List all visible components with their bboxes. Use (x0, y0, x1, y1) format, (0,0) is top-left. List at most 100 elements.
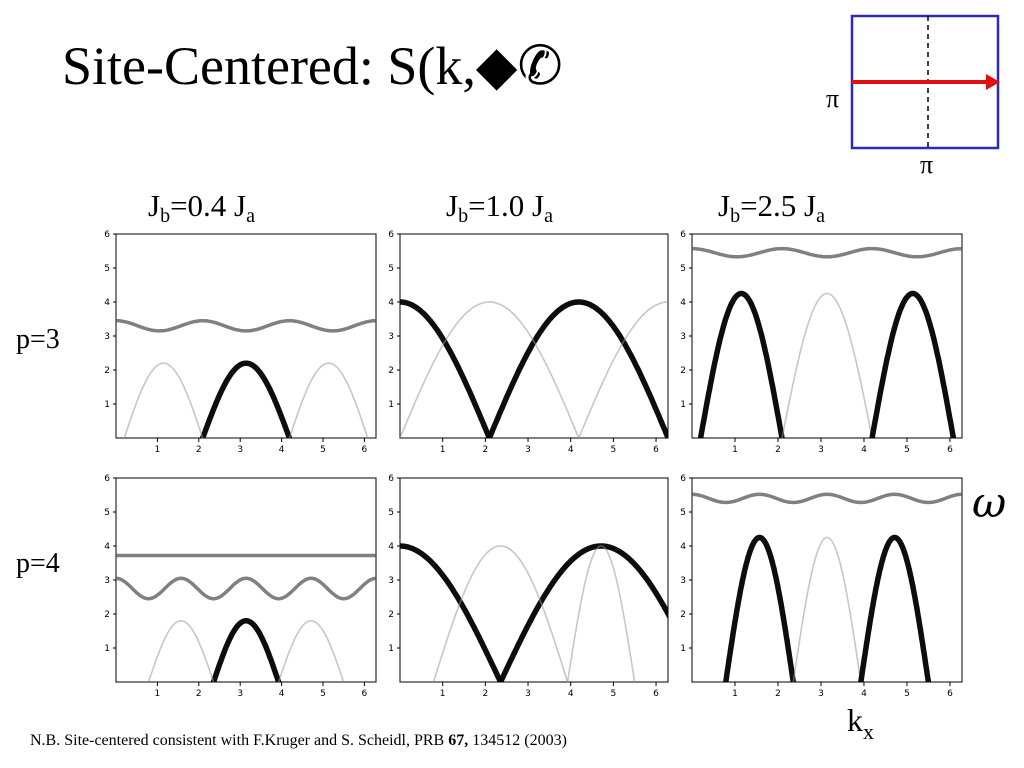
x-tick-label: 6 (362, 445, 368, 455)
dispersion-band (578, 301, 668, 438)
spectrum-panel-p3-jb10: 1 2 3 4 5 6 1 2 3 4 5 6 (388, 230, 669, 455)
omega-axis-symbol: ω (972, 478, 1007, 527)
y-tick-label: 4 (388, 298, 394, 308)
x-tick-label: 4 (861, 445, 867, 455)
x-tick-label: 4 (279, 445, 285, 455)
x-tick-label: 1 (440, 445, 446, 455)
y-tick-label: 1 (388, 400, 394, 410)
dispersion-band (116, 576, 376, 601)
x-tick-label: 6 (947, 689, 953, 699)
y-tick-label: 2 (104, 366, 110, 376)
x-tick-label: 5 (611, 445, 617, 455)
y-tick-label: 5 (680, 264, 686, 274)
x-tick-label: 4 (861, 689, 867, 699)
x-tick-label: 5 (320, 689, 326, 699)
spectrum-panel-p4-jb25: 1 2 3 4 5 6 1 2 3 4 5 6 (680, 474, 963, 699)
x-tick-label: 5 (611, 689, 617, 699)
y-tick-label: 6 (680, 230, 686, 240)
y-tick-label: 3 (680, 576, 686, 586)
y-tick-label: 5 (388, 264, 394, 274)
y-tick-label: 5 (680, 508, 686, 518)
plot-frame (691, 233, 963, 439)
y-tick-label: 3 (104, 576, 110, 586)
dispersion-band (566, 545, 636, 682)
x-tick-label: 2 (482, 689, 488, 699)
x-tick-label: 3 (237, 689, 243, 699)
bz-left-pi-label: π (826, 84, 840, 113)
dispersion-band (781, 292, 873, 438)
y-tick-label: 4 (680, 298, 686, 308)
footnote: N.B. Site-centered consistent with F.Kru… (30, 732, 567, 749)
spectrum-panel-p3-jb04: 1 2 3 4 5 6 1 2 3 4 5 6 (104, 230, 377, 455)
x-tick-label: 1 (155, 445, 161, 455)
y-tick-label: 2 (680, 366, 686, 376)
x-tick-label: 2 (196, 689, 202, 699)
spectrum-panel-p4-jb04: 1 2 3 4 5 6 1 2 3 4 5 6 (104, 474, 377, 699)
dispersion-band (123, 362, 204, 438)
x-tick-label: 1 (440, 689, 446, 699)
y-tick-label: 1 (388, 644, 394, 654)
dispersion-band (432, 545, 569, 682)
spectrum-panel-p4-jb10: 1 2 3 4 5 6 1 2 3 4 5 6 (388, 474, 669, 699)
dispersion-band (486, 299, 668, 438)
x-tick-label: 3 (818, 689, 824, 699)
row-label-p4: p=4 (16, 548, 60, 579)
dispersion-band (792, 536, 862, 682)
column-title-3: Jb=2.5 Ja (718, 188, 826, 227)
y-tick-label: 4 (388, 542, 394, 552)
dispersion-band (210, 618, 282, 682)
x-tick-label: 2 (775, 445, 781, 455)
dispersion-band (277, 620, 345, 682)
y-tick-label: 2 (388, 366, 394, 376)
y-tick-label: 6 (104, 474, 110, 484)
x-tick-label: 5 (320, 445, 326, 455)
dispersion-band (400, 543, 504, 682)
x-tick-label: 5 (904, 689, 910, 699)
x-tick-label: 6 (362, 689, 368, 699)
spectral-bands (116, 553, 376, 682)
spectrum-panel-p3-jb25: 1 2 3 4 5 6 1 2 3 4 5 6 (680, 230, 963, 455)
plot-frame (115, 233, 377, 439)
y-tick-label: 4 (104, 298, 110, 308)
spectral-bands (692, 246, 962, 438)
y-tick-label: 3 (388, 332, 394, 342)
y-tick-label: 1 (680, 400, 686, 410)
column-title-2: Jb=1.0 Ja (446, 188, 554, 227)
row-label-p3: p=3 (16, 324, 60, 355)
plot-frame (399, 477, 669, 683)
kx-axis-symbol: kx (847, 702, 874, 744)
y-tick-label: 2 (104, 610, 110, 620)
y-tick-label: 1 (104, 400, 110, 410)
x-tick-label: 2 (196, 445, 202, 455)
bz-bottom-pi-label: π (920, 150, 934, 179)
dispersion-band (147, 620, 215, 682)
dispersion-band (288, 362, 369, 438)
x-tick-label: 6 (947, 445, 953, 455)
y-tick-label: 4 (680, 542, 686, 552)
x-tick-label: 6 (653, 689, 659, 699)
dispersion-band (858, 534, 932, 682)
dispersion-band (116, 318, 376, 333)
y-tick-label: 1 (680, 644, 686, 654)
dispersion-band (692, 246, 962, 259)
x-tick-label: 1 (155, 689, 161, 699)
x-tick-label: 4 (568, 445, 574, 455)
y-tick-label: 6 (388, 474, 394, 484)
column-title-1: Jb=0.4 Ja (148, 188, 256, 227)
y-tick-label: 5 (104, 508, 110, 518)
dispersion-band (723, 534, 797, 682)
dispersion-band (199, 360, 293, 438)
x-tick-label: 5 (904, 445, 910, 455)
x-tick-label: 2 (482, 445, 488, 455)
x-tick-label: 2 (775, 689, 781, 699)
y-tick-label: 6 (104, 230, 110, 240)
slide-title: Site-Centered: S(k,◆✆ (62, 36, 563, 96)
dispersion-band (400, 301, 580, 438)
k-path-arrow-head (986, 74, 1000, 90)
y-tick-label: 2 (388, 610, 394, 620)
dispersion-band (497, 543, 668, 682)
x-tick-label: 1 (732, 689, 738, 699)
spectral-bands (400, 543, 668, 682)
spectral-bands (692, 492, 962, 682)
dispersion-band (692, 492, 962, 505)
